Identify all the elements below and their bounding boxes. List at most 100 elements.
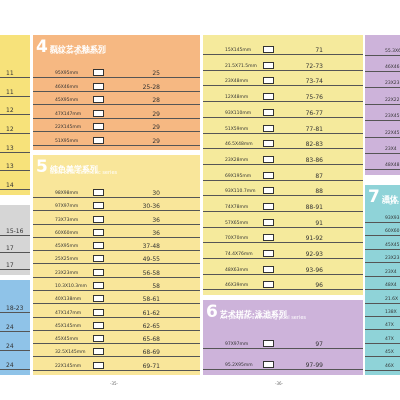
page-ref: 17 [6,262,14,270]
page-ref: 37-48 [142,243,160,251]
catalog-row: 12X48mm 75-76 [203,90,363,103]
tile-icon [263,187,274,195]
catalog-row: 23X23mm 56-58 [33,267,200,278]
page-ref: 29 [152,124,160,132]
catalog-row: 22X22 [365,92,400,105]
tile-size: 95X95mm [55,71,79,77]
catalog-row: 95.2X95mm 97-99 [203,355,363,370]
page-ref: 72-73 [305,62,323,70]
tile-icon [93,69,104,77]
page-ref: 25 [152,70,160,78]
tile-size: 23X23 [385,256,400,262]
page-ref: 87 [315,172,323,180]
tile-size: 45X45 [385,242,400,248]
catalog-row: 22X145mm 69-71 [33,360,200,371]
page-ref: 18-23 [6,305,24,313]
tile-size: 47X [385,336,394,342]
tile-icon [93,82,104,90]
tile-size: 46X46mm [55,84,79,90]
tile-size: 45X45mm [55,337,79,343]
page-ref: 65-68 [142,336,160,344]
page-ref: 92-93 [305,251,323,259]
section: 5 纯色美学系列 Solid color aesthetic series 98X98… [33,155,200,375]
tile-icon [93,136,104,144]
tile-size: 45X95mm [55,98,79,104]
tile-size: 32.5X145mm [55,350,86,356]
catalog-row: 23X48mm 73-74 [203,75,363,87]
catalog-row: 51X95mm 29 [33,135,200,146]
catalog-row: 18-23 [0,299,30,314]
catalog-row: 55.3X6 [365,43,400,56]
page-ref: 96 [315,282,323,290]
tile-icon [263,77,274,85]
page-ref: 91 [315,219,323,227]
tile-icon [263,250,274,258]
tile-size: 22X145mm [55,363,82,369]
tile-size: 69X195mm [225,173,252,179]
page-ref: 58-61 [142,296,160,304]
page-ref: 97-99 [305,361,323,369]
tile-size: 23X23mm [55,270,79,276]
tile-size: 45X145mm [55,323,82,329]
tile-size: 45X [385,350,394,356]
catalog-row: 17 [0,257,30,271]
tile-icon [93,281,104,289]
section-number: 5 [36,157,48,177]
page-ref: 29 [152,137,160,145]
catalog-row: 74X78mm 88-91 [203,200,363,212]
tile-size: 74.4X76mm [225,252,253,258]
tile-size: 46X46 [385,65,400,71]
catalog-row: 47X147mm 61-62 [33,307,200,318]
catalog-row: 45X45mm 65-68 [33,334,200,345]
catalog-row: 93X110.7mm 88 [203,184,363,197]
catalog-row: 45X45 [365,240,400,250]
catalog-row: 14 [0,176,30,191]
section: 7 通体 Unglaz 93X93 60X60 45X45 23X23 23X4 48X4 21.… [365,185,400,375]
tile-icon [263,281,274,289]
tile-size: 23X45 [385,114,400,120]
tile-size: 95.2X95mm [225,362,253,368]
tile-icon [93,308,104,316]
catalog-row: 48X4 [365,280,400,291]
catalog-row: 45X95mm 28 [33,95,200,106]
page-ref: 82-83 [305,141,323,149]
page-ref: 71 [315,47,323,55]
tile-size: 60X60 [385,229,400,235]
tile-icon [93,242,104,250]
section-title-cn: 纯色美学系列 [49,165,98,174]
section-title-en: Art parquet, swimming pool series [220,315,307,321]
catalog-row: 46X46 [365,60,400,73]
page-ref: 11 [6,88,14,96]
section-number: 4 [36,37,48,57]
tile-size: 15X145mm [225,48,252,54]
tile-icon [93,348,104,356]
page-ref: 61-62 [142,309,160,317]
catalog-row: 22X45 [365,125,400,138]
tile-size: 93X110.7mm [225,189,256,195]
catalog-row: 21.5X71.5mm 72-73 [203,59,363,71]
catalog-row: 47X [365,320,400,331]
page-ref: 36 [152,229,160,237]
tile-icon [263,93,274,101]
tile-size: 22X145mm [55,125,82,131]
page-ref: 69-71 [142,362,160,370]
page-ref: 11 [6,69,14,77]
page-ref: 58 [152,282,160,290]
catalog-row: 23X45 [365,109,400,122]
tile-size: 98X98mm [55,190,79,196]
tile-size: 51X59mm [225,126,249,132]
tile-size: 93X93 [385,216,400,222]
page-ref: 24 [6,362,14,370]
tile-size: 21.5X71.5mm [225,63,257,69]
page-ref: 75-76 [305,94,323,102]
tile-icon [93,123,104,131]
catalog-row: 69X195mm 87 [203,169,363,181]
page-ref: 12 [6,107,14,115]
catalog-row: 46X [365,360,400,371]
page-ref: 24 [6,343,14,351]
catalog-row: 70X70mm 91-92 [203,231,363,244]
folio: -35- [110,381,118,386]
section-title-cn: 艺术拼花·泳池系列 [219,310,287,319]
page-ref: 49-55 [142,256,160,264]
tile-icon [93,255,104,263]
